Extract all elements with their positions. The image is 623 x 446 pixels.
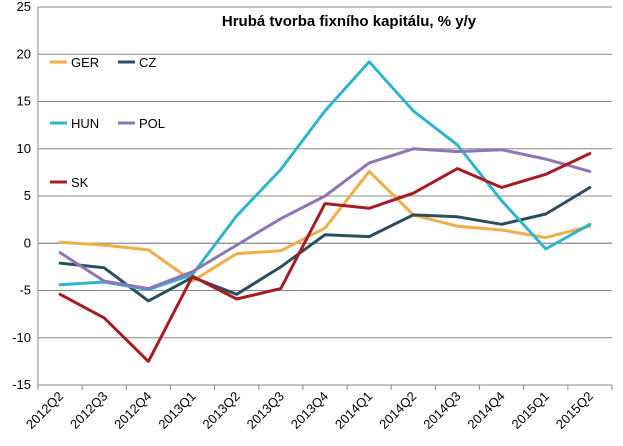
- y-tick-label: -5: [19, 283, 31, 298]
- series-line-cz: [58, 186, 592, 303]
- y-axis: -15 -10 -5 0 5 10 15 20 25: [12, 0, 31, 392]
- series-line-pol: [58, 147, 592, 291]
- legend-item-hun: HUN: [50, 116, 99, 131]
- y-tick-label: -10: [12, 330, 31, 345]
- y-tick-label: 10: [17, 141, 31, 156]
- y-tick-label: -15: [12, 377, 31, 392]
- legend-label: CZ: [139, 55, 156, 70]
- legend-item-pol: POL: [118, 116, 165, 131]
- legend-item-ger: GER: [50, 55, 99, 70]
- y-tick-label: 15: [17, 94, 31, 109]
- y-tick-label: 20: [17, 46, 31, 61]
- legend-label: HUN: [71, 116, 99, 131]
- legend-label: POL: [139, 116, 165, 131]
- legend-item-sk: SK: [50, 175, 89, 190]
- legend-label: GER: [71, 55, 99, 70]
- y-tick-label: 5: [24, 188, 31, 203]
- legend: GER CZ HUN POL SK: [50, 55, 165, 190]
- y-tick-label: 0: [24, 235, 31, 250]
- series-line-ger: [58, 169, 592, 283]
- series-line-sk: [58, 152, 592, 363]
- legend-item-cz: CZ: [118, 55, 156, 70]
- y-tick-label: 25: [17, 0, 31, 14]
- series-lines: [58, 60, 592, 363]
- chart-title: Hrubá tvorba fixního kapitálu, % y/y: [222, 13, 477, 30]
- legend-label: SK: [71, 175, 89, 190]
